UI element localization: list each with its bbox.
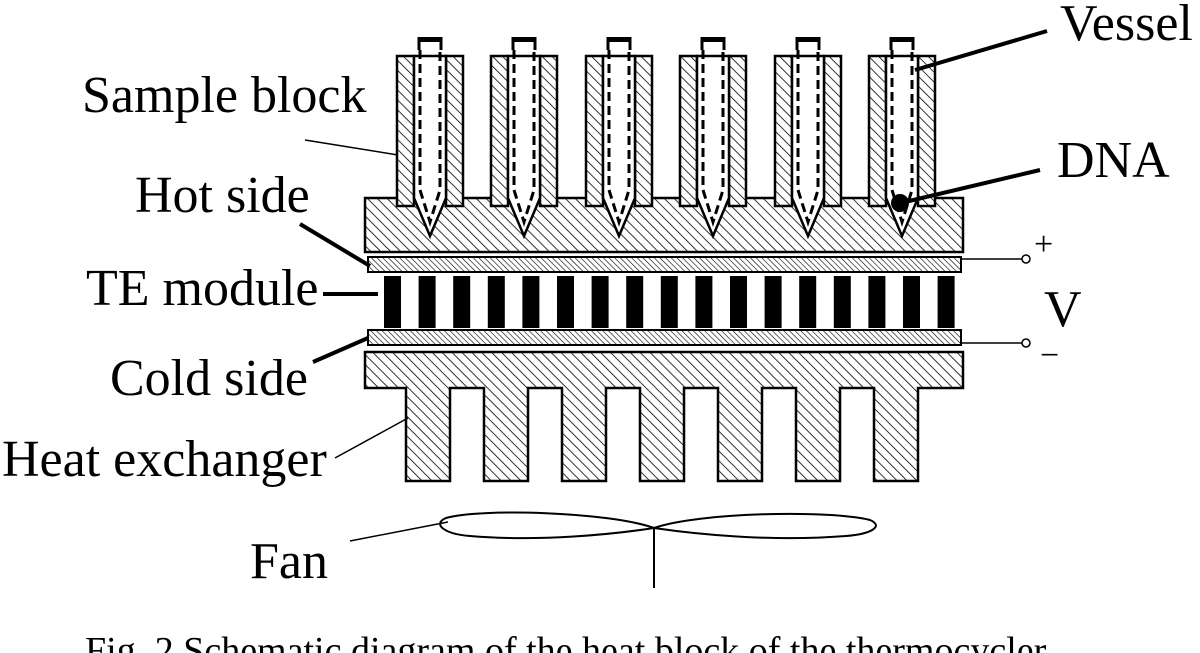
te-element-5 <box>522 276 540 328</box>
figure-caption: Fig. 2 Schematic diagram of the heat blo… <box>85 630 1047 653</box>
voltage-terminals <box>961 254 1031 348</box>
sample-block <box>363 54 965 254</box>
hot-side-leader <box>298 222 372 268</box>
vessel-cap-1 <box>419 37 441 42</box>
dna-label: DNA <box>1057 132 1170 189</box>
heat-exchanger-label: Heat exchanger <box>2 431 327 488</box>
well-wall-left-5 <box>773 54 794 208</box>
cold-side-leader <box>312 336 369 364</box>
vessel-label: Vessel <box>1060 0 1193 52</box>
vessel-1 <box>417 37 443 228</box>
well-wall-right-3 <box>633 54 654 208</box>
te-element-6 <box>557 276 574 328</box>
well-wall-right-5 <box>822 54 843 208</box>
vessel-cap-6 <box>891 37 913 42</box>
sample-wells <box>412 54 920 240</box>
sample-block-leader <box>304 139 399 156</box>
vessel-cap-2 <box>513 37 535 42</box>
te-module-label: TE module <box>86 260 319 317</box>
minus-label: − <box>1040 337 1059 374</box>
te-element-7 <box>591 276 609 328</box>
dna-dot <box>891 194 909 212</box>
dna-leader <box>904 168 1041 204</box>
vessel-5 <box>795 37 821 228</box>
fan <box>439 511 877 588</box>
vessel-tube-3 <box>607 50 631 228</box>
vessel-cap-5 <box>797 37 819 42</box>
plus-label: + <box>1034 226 1053 263</box>
te-element-11 <box>730 276 747 328</box>
vessel-cap-3 <box>608 37 630 42</box>
vessel-tube-5 <box>796 50 820 228</box>
vessel-cap-4 <box>702 37 724 42</box>
vessel-leader <box>914 29 1048 72</box>
vessel-tube-6 <box>890 50 914 228</box>
cold-side-plate <box>367 329 962 346</box>
well-wall-right-2 <box>538 54 559 208</box>
vessel-3 <box>606 37 632 228</box>
te-element-12 <box>764 276 782 328</box>
fan-label: Fan <box>250 533 328 590</box>
heat-exchanger-leader <box>334 417 409 459</box>
te-element-4 <box>487 276 505 328</box>
te-element-1 <box>384 276 401 328</box>
hot-side-label: Hot side <box>135 167 310 224</box>
leader-lines <box>298 29 1048 542</box>
negative-terminal <box>1021 338 1031 348</box>
well-wall-right-6 <box>916 54 937 208</box>
te-element-13 <box>799 276 817 328</box>
voltage-label: V <box>1044 281 1082 338</box>
heat-exchanger <box>363 350 965 483</box>
well-wall-left-6 <box>867 54 888 208</box>
sample-block-well-walls <box>395 54 937 208</box>
vessel-6 <box>889 37 915 228</box>
well-wall-right-1 <box>444 54 465 208</box>
sample-block-label: Sample block <box>82 67 367 124</box>
vessel-2 <box>511 37 537 228</box>
te-element-2 <box>418 276 436 328</box>
cold-side-label: Cold side <box>110 350 308 407</box>
fan-blade-left <box>439 511 655 540</box>
te-element-10 <box>695 276 713 328</box>
te-element-9 <box>660 276 678 328</box>
well-wall-left-3 <box>584 54 605 208</box>
vessel-4 <box>700 37 726 228</box>
te-element-14 <box>833 276 851 328</box>
positive-terminal <box>1021 254 1031 264</box>
te-element-8 <box>626 276 644 328</box>
hot-side-plate <box>367 256 962 273</box>
te-element-3 <box>453 276 471 328</box>
well-wall-left-2 <box>489 54 510 208</box>
well-wall-left-4 <box>678 54 699 208</box>
te-element-17 <box>937 276 955 328</box>
te-module-elements <box>384 276 955 328</box>
sample-block-base <box>363 196 965 254</box>
heat-exchanger-body <box>363 350 965 483</box>
vessel-tube-4 <box>701 50 725 228</box>
te-element-15 <box>868 276 886 328</box>
vessel-tube-2 <box>512 50 536 228</box>
te-element-16 <box>903 276 920 328</box>
vessels <box>417 37 915 228</box>
fan-blade-right <box>653 512 877 540</box>
well-wall-right-4 <box>727 54 748 208</box>
vessel-tube-1 <box>418 50 442 228</box>
fan-leader <box>349 521 449 542</box>
well-wall-left-1 <box>395 54 416 208</box>
